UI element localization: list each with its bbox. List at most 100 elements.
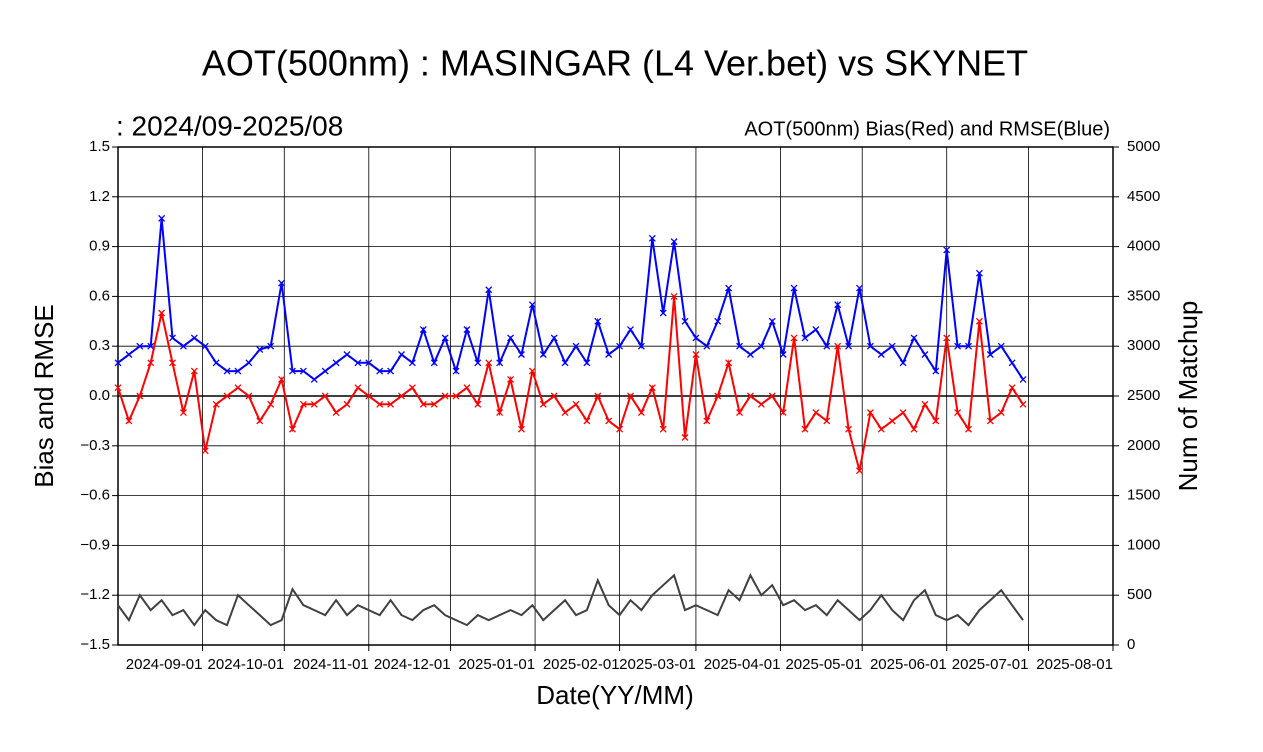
point-marker xyxy=(910,334,918,342)
point-marker xyxy=(616,342,624,350)
point-marker xyxy=(190,334,198,342)
point-marker xyxy=(278,375,286,383)
point-marker xyxy=(997,409,1005,417)
point-marker xyxy=(365,392,373,400)
y2-axis-label: Num of Matchup xyxy=(1173,301,1203,492)
point-marker xyxy=(856,467,863,475)
point-marker xyxy=(877,351,885,358)
point-marker xyxy=(398,392,405,400)
y-tick-label: 0.3 xyxy=(89,337,110,354)
point-marker xyxy=(616,425,624,433)
x-tick-label: 2025-02-01 xyxy=(543,656,620,673)
y-tick-label: 0.0 xyxy=(89,387,110,404)
x-tick-label: 2024-10-01 xyxy=(208,656,285,673)
x-tick-label: 2025-01-01 xyxy=(458,656,535,673)
point-marker xyxy=(801,425,809,433)
x-tick-label: 2024-12-01 xyxy=(374,656,451,673)
point-marker xyxy=(888,417,896,425)
point-marker xyxy=(321,367,329,375)
point-marker xyxy=(474,359,482,367)
x-tick-label: 2025-04-01 xyxy=(704,656,781,673)
y-tick-label: −0.9 xyxy=(80,536,110,553)
point-marker xyxy=(179,409,187,417)
point-marker xyxy=(289,425,296,433)
point-marker xyxy=(986,417,994,425)
point-marker xyxy=(812,326,820,334)
point-marker xyxy=(136,342,144,350)
point-marker xyxy=(932,417,940,425)
y-tick-label: 1.2 xyxy=(89,188,110,205)
y-tick-label: −0.3 xyxy=(80,437,110,454)
point-marker xyxy=(910,425,918,433)
point-marker xyxy=(212,400,220,408)
y2-tick-label: 3000 xyxy=(1127,337,1160,354)
annotation: AOT(500nm) Bias(Red) and RMSE(Blue) xyxy=(744,118,1110,140)
point-marker xyxy=(866,342,874,350)
point-marker xyxy=(234,384,242,392)
point-marker xyxy=(648,234,656,242)
point-marker xyxy=(408,384,416,392)
x-tick-label: 2025-07-01 xyxy=(952,656,1029,673)
point-marker xyxy=(528,367,536,375)
point-marker xyxy=(681,434,689,441)
point-marker xyxy=(856,284,863,292)
point-marker xyxy=(278,279,286,287)
x-axis-label: Date(YY/MM) xyxy=(536,680,693,710)
x-tick-label: 2025-06-01 xyxy=(870,656,947,673)
x-tick-label: 2025-05-01 xyxy=(785,656,862,673)
point-marker xyxy=(637,342,645,350)
point-marker xyxy=(746,392,754,400)
point-marker xyxy=(463,384,471,392)
point-marker xyxy=(485,286,493,294)
point-marker xyxy=(659,309,667,317)
point-marker xyxy=(550,392,558,400)
point-marker xyxy=(223,367,231,375)
y-axis-label: Bias and RMSE xyxy=(29,304,59,488)
point-marker xyxy=(670,292,678,300)
point-marker xyxy=(779,351,787,358)
point-marker xyxy=(975,269,983,277)
point-marker xyxy=(147,342,155,350)
point-marker xyxy=(441,334,449,342)
point-marker xyxy=(561,359,569,367)
point-marker xyxy=(201,447,209,455)
point-marker xyxy=(452,367,460,375)
point-marker xyxy=(158,309,166,317)
point-marker xyxy=(496,409,504,417)
point-marker xyxy=(517,425,525,433)
point-marker xyxy=(899,409,907,417)
point-marker xyxy=(125,417,133,425)
point-marker xyxy=(725,359,733,367)
point-marker xyxy=(299,400,307,408)
point-marker xyxy=(943,246,951,254)
point-marker xyxy=(267,400,275,408)
point-marker xyxy=(245,392,253,400)
point-marker xyxy=(888,342,896,350)
point-marker xyxy=(169,359,176,367)
y-tick-label: −1.5 xyxy=(80,636,110,653)
point-marker xyxy=(801,334,809,342)
y2-tick-label: 500 xyxy=(1127,586,1152,603)
point-marker xyxy=(245,359,253,367)
point-marker xyxy=(463,326,471,334)
point-marker xyxy=(845,425,853,433)
point-marker xyxy=(201,342,209,350)
point-marker xyxy=(310,375,318,383)
y-tick-label: −1.2 xyxy=(80,586,110,603)
series-line xyxy=(117,218,1024,381)
point-marker xyxy=(321,392,329,400)
point-marker xyxy=(190,367,198,375)
point-marker xyxy=(430,400,438,408)
point-marker xyxy=(572,342,580,350)
point-marker xyxy=(1008,384,1016,392)
point-marker xyxy=(147,359,155,367)
y2-tick-label: 3500 xyxy=(1127,287,1160,304)
point-marker xyxy=(605,417,613,425)
point-marker xyxy=(561,409,569,417)
point-marker xyxy=(757,400,765,408)
point-marker xyxy=(746,351,754,358)
point-marker xyxy=(158,214,166,222)
point-marker xyxy=(790,334,798,342)
point-marker xyxy=(845,342,853,350)
